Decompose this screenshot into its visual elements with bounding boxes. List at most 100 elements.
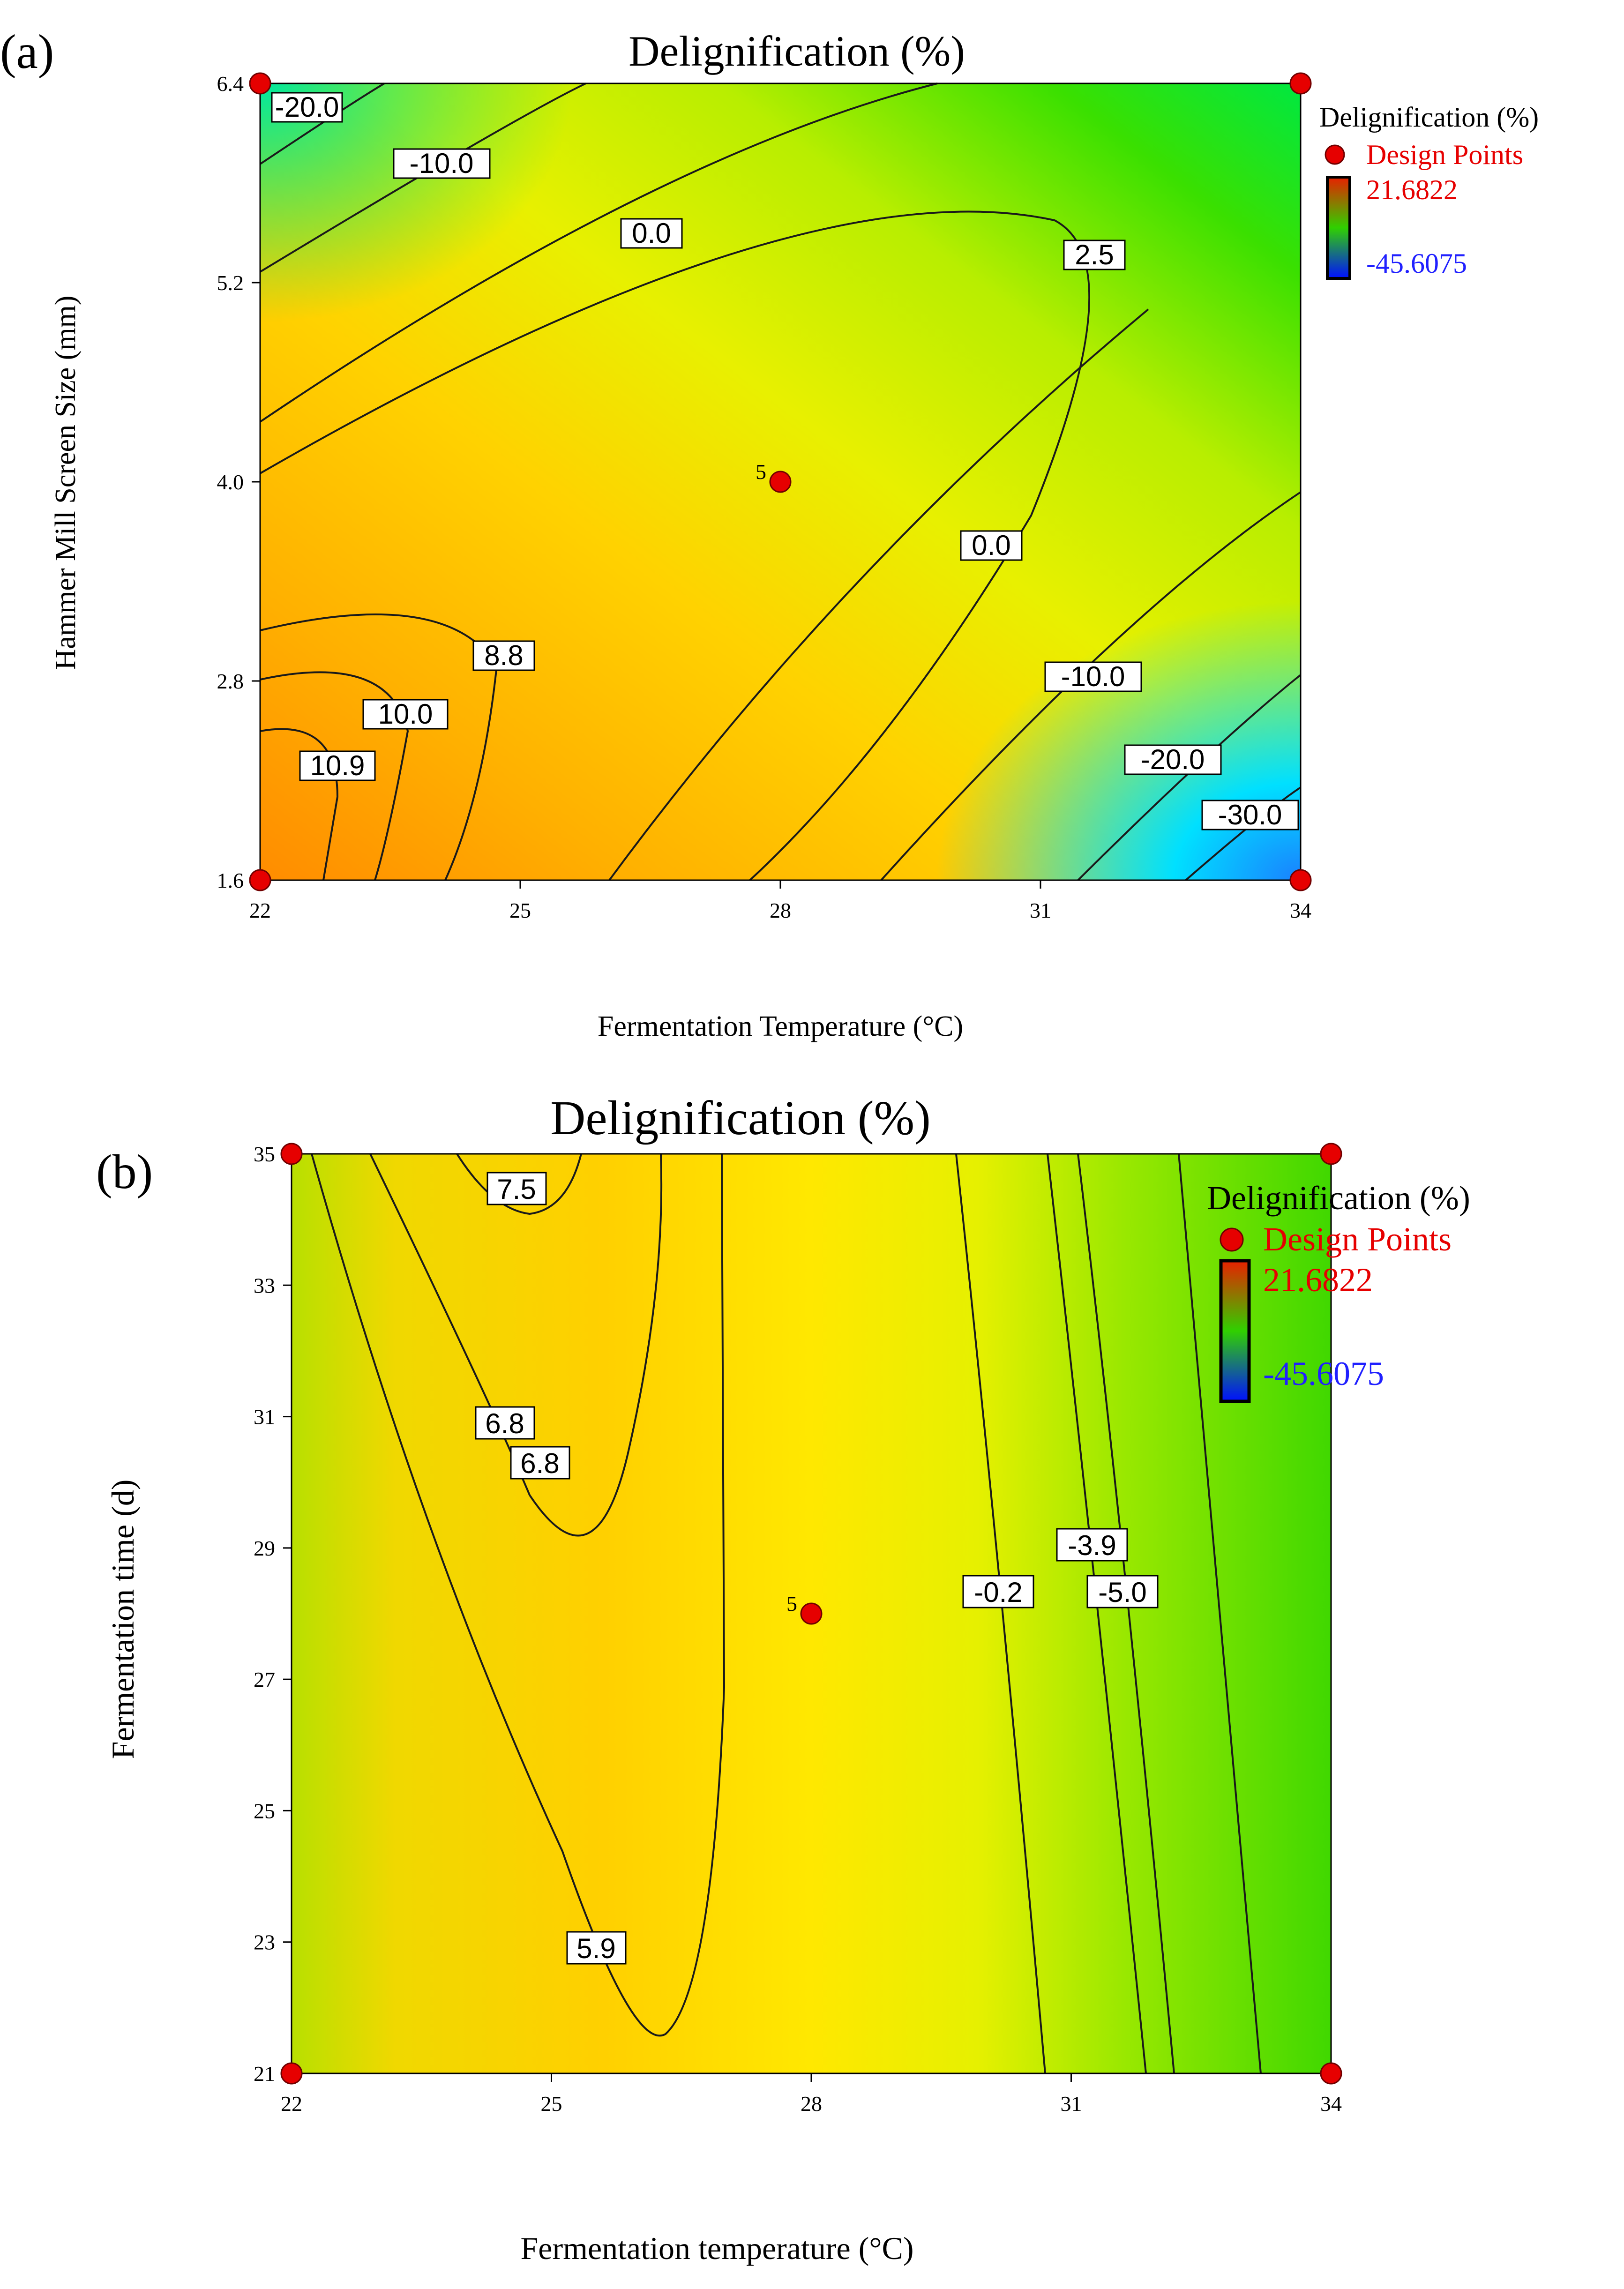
design-point <box>769 471 792 493</box>
panel-a-contour-line-10 <box>260 671 409 881</box>
contour-label: -10.0 <box>393 148 491 179</box>
svg-text:-3.9: -3.9 <box>1068 1530 1116 1561</box>
design-point-count-label: 5 <box>786 1592 797 1616</box>
svg-text:-10.0: -10.0 <box>410 148 474 179</box>
design-point <box>800 1602 823 1625</box>
y-tick-label: 21 <box>254 2062 275 2086</box>
x-tick-label: 25 <box>509 898 531 922</box>
svg-text:10.9: 10.9 <box>310 750 365 781</box>
design-point-count-label: 5 <box>756 460 766 484</box>
panel-a-contour-line-10p9 <box>260 728 339 881</box>
contour-label: 0.0 <box>620 217 683 249</box>
y-tick-label: 1.6 <box>217 868 244 892</box>
contour-label: -5.0 <box>1086 1575 1159 1608</box>
panel-a-contour-line-0-top <box>259 82 938 423</box>
panel-a-x-ticks: 22 25 28 31 34 <box>249 880 1311 922</box>
x-tick-label: 25 <box>541 2092 562 2116</box>
panel-b-y-axis-label: Fermentation time (d) <box>105 1480 141 1759</box>
svg-text:7.5: 7.5 <box>497 1174 536 1205</box>
contour-label: 6.8 <box>475 1406 535 1440</box>
y-tick-label: 4.0 <box>217 470 244 494</box>
contour-label: 2.5 <box>1063 239 1126 270</box>
y-tick-label: 5.2 <box>217 271 244 295</box>
panel-a-title: Delignification (%) <box>629 27 965 75</box>
panel-a-contour-line-0-bottom <box>608 308 1149 881</box>
x-tick-label: 22 <box>249 898 271 922</box>
legend-title: Delignification (%) <box>1207 1179 1470 1217</box>
svg-text:6.8: 6.8 <box>520 1448 559 1479</box>
contour-label: -3.9 <box>1056 1528 1128 1562</box>
contour-label: -10.0 <box>1044 661 1142 692</box>
x-tick-label: 28 <box>801 2092 822 2116</box>
svg-text:5.9: 5.9 <box>576 1933 615 1964</box>
svg-text:-30.0: -30.0 <box>1218 799 1282 830</box>
x-tick-label: 34 <box>1320 2092 1342 2116</box>
y-tick-label: 33 <box>254 1273 275 1297</box>
design-point <box>1320 2062 1342 2085</box>
panel-b-x-axis-label: Fermentation temperature (°C) <box>520 2230 913 2266</box>
panel-b-contour-labels: 7.5 6.8 6.8 5.9 -0.2 -3.9 -5.0 <box>475 1172 1159 1965</box>
design-point <box>1289 869 1312 891</box>
panel-a: (a) Delignification (%) -20.0 -10.0 0.0 … <box>0 25 1539 1042</box>
panel-b-y-ticks: 21 23 25 27 29 31 33 35 <box>254 1142 292 2086</box>
legend-max-value: 21.6822 <box>1366 174 1458 205</box>
legend-color-bar <box>1326 176 1351 280</box>
contour-label: -0.2 <box>962 1575 1034 1608</box>
panel-b-legend: Delignification (%) Design Points 21.682… <box>1207 1179 1470 1403</box>
y-tick-label: 29 <box>254 1536 275 1560</box>
panel-b-contour-line-6p8 <box>369 1153 663 1537</box>
design-point <box>1320 1143 1342 1165</box>
legend-color-bar <box>1219 1259 1251 1403</box>
y-tick-label: 35 <box>254 1142 275 1166</box>
legend-min-value: -45.6075 <box>1366 248 1467 279</box>
contour-label: 5.9 <box>566 1931 627 1965</box>
svg-text:-10.0: -10.0 <box>1061 661 1125 692</box>
legend-design-points-label: Design Points <box>1263 1220 1452 1258</box>
contour-label: 0.0 <box>960 530 1023 561</box>
legend-design-points-label: Design Points <box>1366 139 1523 170</box>
svg-text:-20.0: -20.0 <box>1141 744 1205 775</box>
contour-label: -20.0 <box>271 91 343 123</box>
y-tick-label: 25 <box>254 1799 275 1823</box>
svg-text:10.0: 10.0 <box>378 698 433 730</box>
panel-b-contour-line-neg5p0-outer <box>1178 1153 1262 2074</box>
panel-b-label: (b) <box>96 1145 153 1199</box>
panel-b-x-ticks: 22 25 28 31 34 <box>281 2073 1342 2116</box>
svg-text:-20.0: -20.0 <box>275 91 339 123</box>
svg-text:-0.2: -0.2 <box>974 1577 1022 1608</box>
x-tick-label: 34 <box>1290 898 1311 922</box>
x-tick-label: 31 <box>1061 2092 1082 2116</box>
contour-label: -30.0 <box>1201 799 1299 830</box>
panel-a-contour-line-neg10-bottom <box>880 491 1302 881</box>
panel-a-x-axis-label: Fermentation Temperature (°C) <box>598 1010 963 1042</box>
y-tick-label: 2.8 <box>217 669 244 693</box>
y-tick-label: 6.4 <box>217 72 244 96</box>
x-tick-label: 31 <box>1030 898 1051 922</box>
y-tick-label: 23 <box>254 1930 275 1954</box>
y-tick-label: 31 <box>254 1405 275 1429</box>
svg-text:8.8: 8.8 <box>484 640 523 671</box>
legend-design-point-marker <box>1220 1227 1244 1252</box>
legend-max-value: 21.6822 <box>1263 1261 1373 1299</box>
panel-a-legend: Delignification (%) Design Points 21.682… <box>1319 102 1539 280</box>
y-tick-label: 27 <box>254 1668 275 1691</box>
svg-text:0.0: 0.0 <box>632 217 671 249</box>
panel-b-title: Delignification (%) <box>550 1091 930 1145</box>
panel-b: Delignification (%) (b) 7.5 6.8 6.8 5.9 … <box>96 1091 1470 2266</box>
design-point <box>249 869 271 891</box>
panel-a-y-ticks: 1.6 2.8 4.0 5.2 6.4 <box>217 72 260 892</box>
svg-text:-5.0: -5.0 <box>1098 1577 1146 1608</box>
panel-b-contour-line-5p9 <box>311 1153 726 2037</box>
design-point <box>249 72 271 95</box>
contour-label: 6.8 <box>510 1446 570 1480</box>
panel-a-contour-line-neg10-top <box>259 82 586 273</box>
contour-label: -20.0 <box>1124 744 1222 775</box>
x-tick-label: 22 <box>281 2092 302 2116</box>
panel-a-label: (a) <box>0 25 54 79</box>
contour-label: 7.5 <box>486 1172 547 1205</box>
svg-text:2.5: 2.5 <box>1075 239 1114 270</box>
panel-a-contour-labels: -20.0 -10.0 0.0 2.5 0.0 8.8 10.0 10.9 -1… <box>271 91 1299 830</box>
panel-a-design-points: 5 <box>249 72 1312 891</box>
svg-text:6.8: 6.8 <box>485 1408 524 1439</box>
